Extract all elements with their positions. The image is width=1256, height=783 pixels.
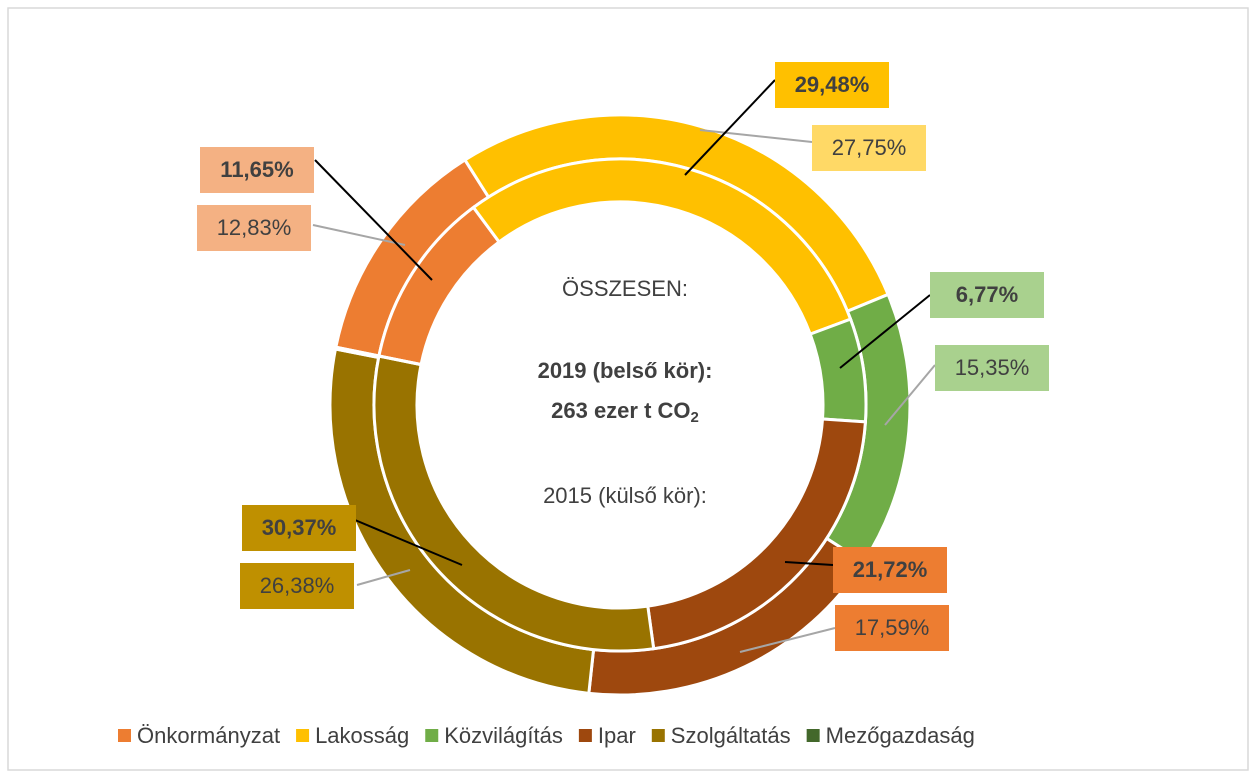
legend-label: Szolgáltatás xyxy=(671,723,791,748)
legend-swatch xyxy=(651,729,665,742)
inner-value-label: 29,48% xyxy=(795,72,870,97)
legend-swatch xyxy=(578,729,592,742)
outer-value-label: 12,83% xyxy=(217,215,292,240)
inner-leader-line xyxy=(354,519,463,566)
inner-value-label: 11,65% xyxy=(220,157,293,182)
center-total: ÖSSZESEN: xyxy=(562,276,688,301)
outer-value-label: 17,59% xyxy=(855,615,930,640)
center-inner-year: 2019 (belső kör): xyxy=(538,358,713,383)
outer-label-box xyxy=(935,345,1049,391)
inner-slice xyxy=(377,354,423,367)
outer-leader-line xyxy=(699,129,813,143)
inner-label-box xyxy=(775,62,889,108)
legend-swatch xyxy=(806,729,820,742)
outer-value-label: 15,35% xyxy=(955,355,1030,380)
outer-label-box xyxy=(812,125,926,171)
outer-leader-line xyxy=(884,364,936,426)
center-outer-year: 2015 (külső kör): xyxy=(543,483,707,508)
legend-label: Ipar xyxy=(598,723,636,748)
inner-leader-line xyxy=(839,294,931,369)
outer-label-box xyxy=(240,563,354,609)
outer-value-label: 26,38% xyxy=(260,573,335,598)
outer-label-box xyxy=(835,605,949,651)
outer-label-box xyxy=(197,205,311,251)
outer-leader-line xyxy=(739,627,836,653)
inner-value-label: 6,77% xyxy=(956,282,1018,307)
outer-leader-line xyxy=(356,569,411,586)
inner-leader-line xyxy=(784,561,834,566)
outer-leader-line xyxy=(312,224,406,246)
outer-value-label: 27,75% xyxy=(832,135,907,160)
inner-label-box xyxy=(930,272,1044,318)
legend-label: Mezőgazdaság xyxy=(826,723,975,748)
inner-leader-line xyxy=(314,159,433,281)
inner-label-box xyxy=(833,547,947,593)
legend-label: Lakosság xyxy=(315,723,409,748)
legend-swatch xyxy=(425,729,439,742)
center-amount-sub: 2 xyxy=(691,409,699,426)
legend-label: Önkormányzat xyxy=(137,723,280,748)
legend-swatch xyxy=(118,729,131,742)
center-amount-main: 263 ezer t CO xyxy=(551,398,690,423)
inner-value-label: 30,37% xyxy=(262,515,337,540)
inner-label-box xyxy=(242,505,356,551)
inner-value-label: 21,72% xyxy=(853,557,928,582)
legend-swatch xyxy=(296,729,310,742)
center-amount: 263 ezer t CO2 xyxy=(551,398,699,426)
inner-leader-line xyxy=(684,79,776,176)
inner-label-box xyxy=(200,147,314,193)
legend-label: Közvilágítás xyxy=(444,723,563,748)
